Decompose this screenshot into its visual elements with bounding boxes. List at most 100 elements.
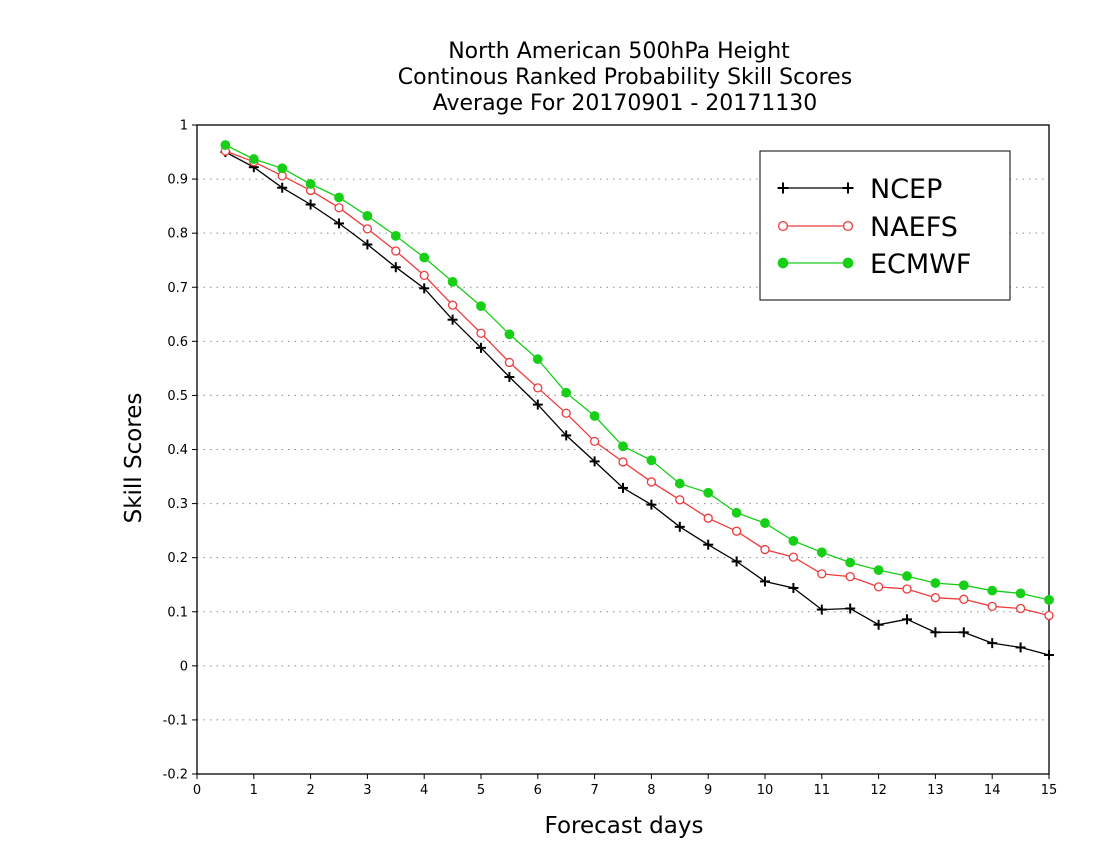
data-point-naefs xyxy=(731,526,742,536)
data-point-ecmwf xyxy=(447,276,458,287)
data-point-ncep xyxy=(958,627,969,638)
plus-marker xyxy=(777,182,789,194)
legend-entry-ncep: NCEP xyxy=(777,174,942,205)
data-point-naefs xyxy=(845,571,855,582)
x-tick-label: 15 xyxy=(1041,783,1058,798)
data-point-naefs xyxy=(618,457,628,467)
data-point-naefs xyxy=(561,408,571,418)
data-point-naefs xyxy=(902,584,912,594)
data-point-ecmwf xyxy=(504,329,515,340)
data-point-ecmwf xyxy=(561,387,572,398)
data-point-ecmwf xyxy=(390,230,401,241)
data-point-naefs xyxy=(447,300,458,310)
x-tick-label: 8 xyxy=(647,783,655,798)
x-tick-label: 13 xyxy=(927,783,944,798)
x-tick-label: 14 xyxy=(984,783,1001,798)
data-point-naefs xyxy=(362,224,373,234)
data-point-ecmwf xyxy=(362,210,373,221)
data-point-ecmwf xyxy=(1044,594,1054,605)
data-point-naefs xyxy=(1044,610,1054,621)
series-ecmwf xyxy=(220,140,1054,605)
data-point-naefs xyxy=(646,477,657,487)
data-point-ecmwf xyxy=(703,487,714,498)
data-point-ncep xyxy=(334,218,344,229)
y-tick-label: 0.4 xyxy=(167,443,188,458)
data-point-ecmwf xyxy=(873,565,884,576)
legend-label-ecmwf: ECMWF xyxy=(870,249,971,280)
y-tick-label: 0 xyxy=(180,659,188,674)
data-point-ncep xyxy=(760,576,770,587)
legend-entry-ecmwf: ECMWF xyxy=(777,249,971,280)
open-circle-marker xyxy=(777,220,789,232)
data-point-ecmwf xyxy=(845,557,856,568)
data-point-ecmwf xyxy=(618,441,628,452)
data-point-ncep xyxy=(277,182,288,193)
data-point-ecmwf xyxy=(788,536,799,546)
filled-circle-marker xyxy=(842,257,854,269)
data-point-ecmwf xyxy=(816,547,827,558)
data-point-ncep xyxy=(816,604,827,615)
y-tick-label: 0.3 xyxy=(167,497,188,512)
data-point-ncep xyxy=(646,499,657,510)
data-point-ncep xyxy=(504,372,515,383)
data-point-ecmwf xyxy=(419,252,430,263)
data-point-naefs xyxy=(419,270,429,281)
data-point-naefs xyxy=(760,544,770,555)
data-point-naefs xyxy=(1015,603,1026,614)
data-point-ncep xyxy=(674,521,685,532)
y-tick-label: -0.1 xyxy=(163,713,188,728)
data-point-naefs xyxy=(930,593,941,603)
x-tick-label: 5 xyxy=(477,783,485,798)
x-tick-label: 10 xyxy=(757,783,774,798)
data-point-naefs xyxy=(334,203,344,213)
data-point-ecmwf xyxy=(646,455,657,466)
y-axis-label: Skill Scores xyxy=(121,393,147,524)
data-point-ncep xyxy=(305,199,316,210)
y-tick-label: 0.5 xyxy=(167,389,188,404)
data-point-ecmwf xyxy=(674,478,685,489)
data-point-ecmwf xyxy=(248,154,259,164)
x-tick-label: 3 xyxy=(363,783,371,798)
data-point-naefs xyxy=(533,383,543,393)
data-point-ecmwf xyxy=(731,507,742,518)
data-series xyxy=(220,140,1054,661)
data-point-ncep xyxy=(703,539,714,550)
data-point-naefs xyxy=(391,246,401,256)
data-point-ecmwf xyxy=(277,163,288,174)
x-tick-label: 6 xyxy=(534,783,542,798)
data-point-ncep xyxy=(362,239,373,250)
x-axis-label: Forecast days xyxy=(545,813,704,839)
open-circle-marker xyxy=(842,220,854,232)
data-point-ecmwf xyxy=(305,179,316,189)
x-tick-label: 12 xyxy=(870,783,887,798)
title-line-3: Average For 20170901 - 20171130 xyxy=(433,91,818,116)
y-tick-label: 0.7 xyxy=(167,281,188,296)
data-point-naefs xyxy=(476,328,486,338)
data-point-ncep xyxy=(390,262,401,273)
data-point-ncep xyxy=(930,627,941,638)
title-line-1: North American 500hPa Height xyxy=(448,39,790,64)
data-point-ncep xyxy=(476,342,486,353)
data-point-ecmwf xyxy=(760,518,770,528)
data-point-ecmwf xyxy=(334,192,344,203)
data-point-ncep xyxy=(788,582,799,593)
data-point-naefs xyxy=(959,594,969,604)
y-tick-label: 1 xyxy=(180,119,188,134)
axis-ticks: -0.2-0.100.10.20.30.40.50.60.70.80.910 1 2… xyxy=(163,119,1058,799)
y-tick-label: -0.2 xyxy=(163,768,188,783)
data-point-naefs xyxy=(504,357,515,368)
y-tick-label: 0.8 xyxy=(167,227,188,242)
data-point-ncep xyxy=(561,430,572,441)
legend: NCEP NAEFS ECMWF xyxy=(759,150,1011,301)
y-tick-label: 0.2 xyxy=(167,551,188,566)
filled-circle-marker xyxy=(777,257,789,269)
x-tick-label: 1 xyxy=(250,783,258,798)
series-line-naefs xyxy=(225,150,1050,617)
data-point-naefs xyxy=(873,582,884,592)
data-point-ncep xyxy=(618,482,628,493)
data-point-naefs xyxy=(703,513,713,523)
title-line-2: Continous Ranked Probability Skill Score… xyxy=(398,65,852,90)
data-point-ncep xyxy=(845,603,856,614)
data-point-ncep xyxy=(532,399,543,410)
